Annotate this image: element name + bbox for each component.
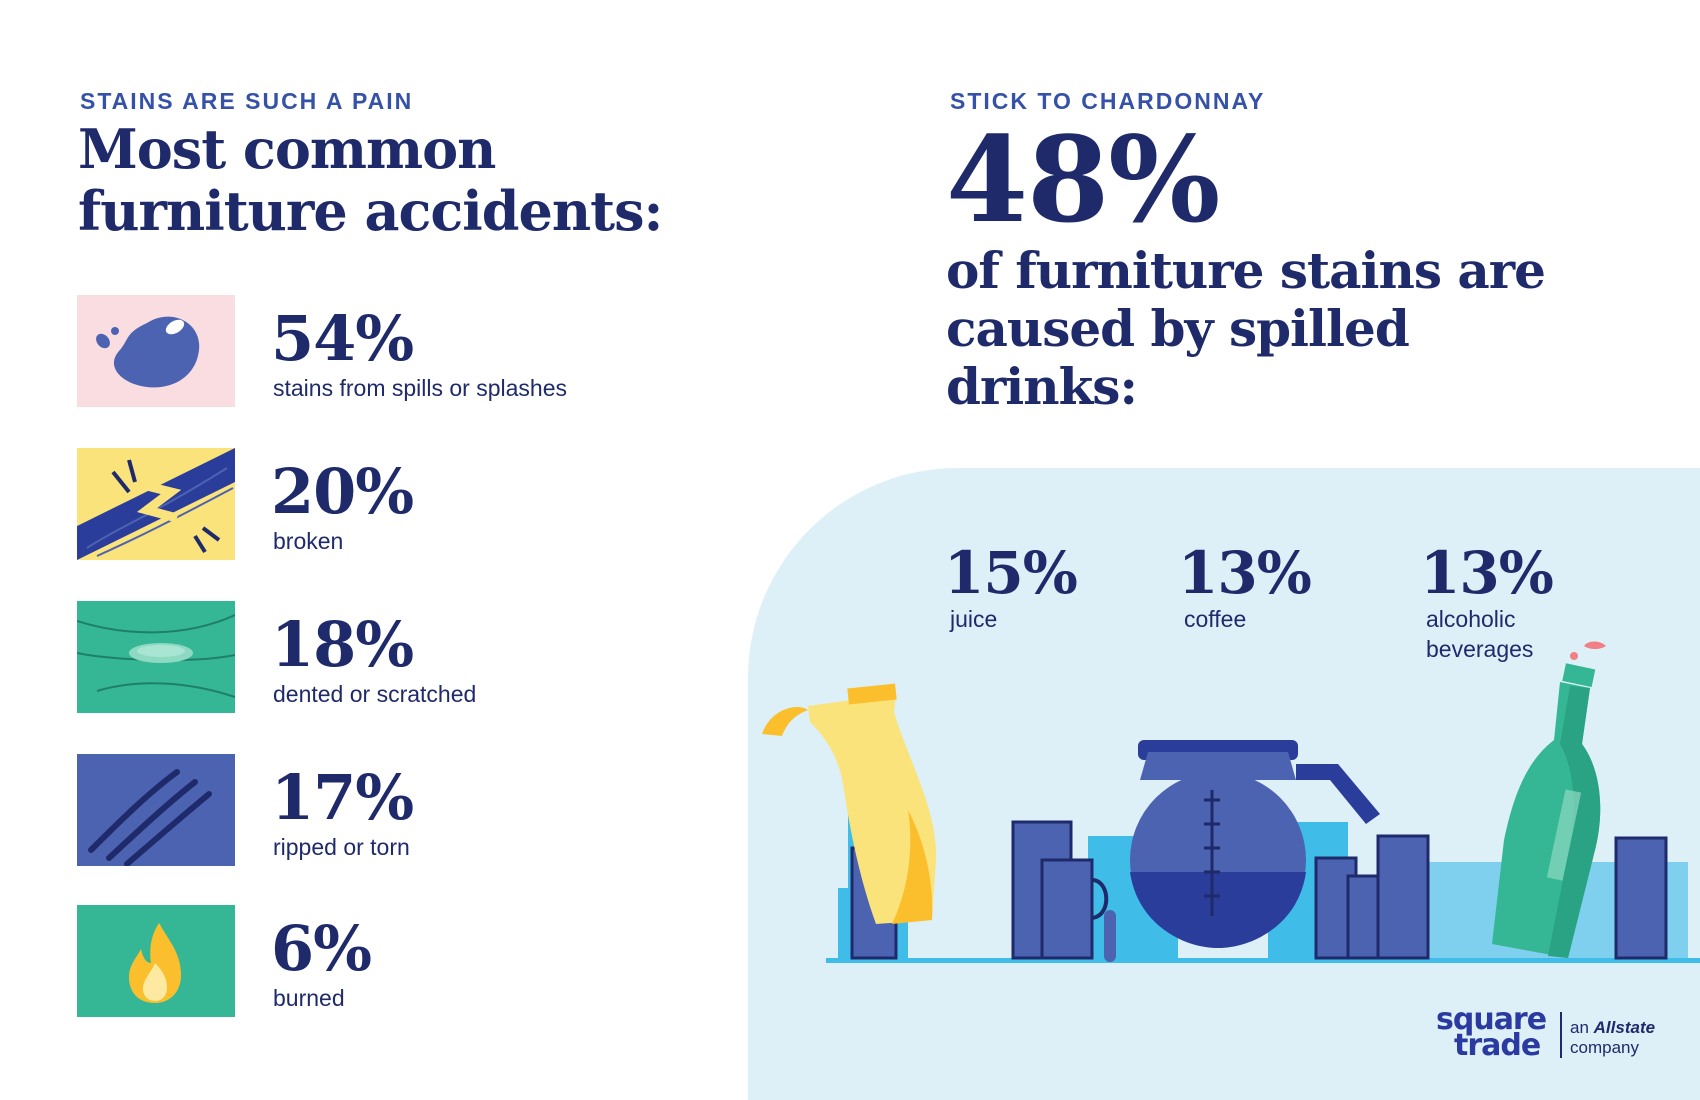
accident-row-broken: 20% broken bbox=[77, 448, 797, 560]
squaretrade-logo: square trade an Allstate company bbox=[1436, 1002, 1666, 1064]
drink-label: coffee bbox=[1184, 606, 1247, 632]
logo-an-word: an bbox=[1570, 1018, 1589, 1037]
accident-row-spills: 54% stains from spills or splashes bbox=[77, 295, 797, 407]
accident-percent: 18% bbox=[271, 608, 414, 681]
accident-percent: 17% bbox=[271, 761, 414, 834]
accident-percent: 20% bbox=[271, 455, 414, 528]
accident-percent: 54% bbox=[271, 302, 414, 375]
drink-stat-alcohol: 13% alcoholic beverages bbox=[1420, 539, 1554, 664]
spill-blob-icon bbox=[77, 295, 235, 407]
logo-line2: trade bbox=[1454, 1028, 1541, 1063]
accident-row-dented: 18% dented or scratched bbox=[77, 601, 797, 713]
accident-label: burned bbox=[273, 985, 345, 1011]
big-subtitle: of furniture stains are caused by spille… bbox=[946, 241, 1546, 416]
flame-icon bbox=[77, 905, 235, 1017]
crack-icon bbox=[77, 448, 235, 560]
drink-label: alcoholic beverages bbox=[1426, 606, 1534, 662]
accident-label: dented or scratched bbox=[273, 681, 477, 707]
drink-percent: 13% bbox=[1420, 539, 1554, 607]
logo-brand: Allstate bbox=[1593, 1018, 1656, 1037]
accident-label: stains from spills or splashes bbox=[273, 375, 567, 401]
logo-line1: square bbox=[1436, 1002, 1547, 1037]
accident-row-ripped: 17% ripped or torn bbox=[77, 754, 797, 866]
logo-company: company bbox=[1570, 1038, 1639, 1057]
drink-label: juice bbox=[950, 606, 998, 632]
right-eyebrow: STICK TO CHARDONNAY bbox=[950, 88, 1266, 114]
left-title: Most common furniture accidents: bbox=[78, 117, 663, 243]
logo-an: an Allstate bbox=[1570, 1018, 1655, 1038]
logo-divider bbox=[1560, 1012, 1562, 1058]
big-percent: 48% bbox=[946, 110, 1220, 249]
accident-label: broken bbox=[273, 528, 344, 554]
drink-stat-coffee: 13% coffee bbox=[1178, 539, 1312, 634]
drinks-illustration bbox=[762, 641, 1700, 963]
drink-percent: 13% bbox=[1178, 539, 1312, 607]
accident-label: ripped or torn bbox=[273, 834, 410, 860]
left-eyebrow: STAINS ARE SUCH A PAIN bbox=[80, 88, 414, 114]
accident-row-burned: 6% burned bbox=[77, 905, 797, 1017]
dent-icon bbox=[77, 601, 235, 713]
accident-percent: 6% bbox=[271, 912, 372, 985]
drink-stat-juice: 15% juice bbox=[944, 539, 1078, 634]
rip-icon bbox=[77, 754, 235, 866]
drink-percent: 15% bbox=[944, 539, 1078, 607]
